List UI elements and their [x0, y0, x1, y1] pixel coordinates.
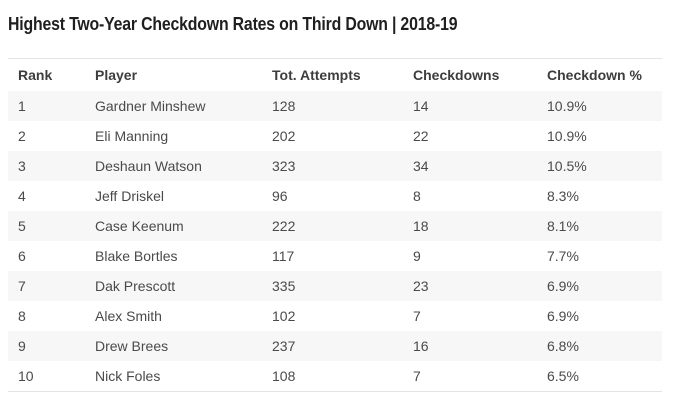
cell-checkdowns: 23 — [413, 278, 429, 294]
cell-player: Dak Prescott — [95, 278, 176, 294]
cell-checkdown-pct: 10.9% — [547, 128, 587, 144]
cell-rank: 8 — [18, 308, 26, 324]
cell-rank: 2 — [18, 128, 26, 144]
cell-tot-attempts: 323 — [272, 158, 296, 174]
checkdown-stats-table: Rank Player Tot. Attempts Checkdowns Checkdo… — [8, 58, 662, 392]
cell-checkdown-pct: 6.8% — [547, 338, 579, 354]
header-row: Rank Player Tot. Attempts Checkdowns Checkdo… — [8, 58, 662, 91]
table-row: 4 Jeff Driskel 96 8 8.3% — [8, 181, 662, 211]
header-cell-rank: Rank — [8, 58, 85, 91]
cell-checkdowns: 14 — [413, 98, 429, 114]
table-row: 5 Case Keenum 222 18 8.1% — [8, 211, 662, 241]
table-row: 3 Deshaun Watson 323 34 10.5% — [8, 151, 662, 181]
cell-checkdown-pct: 10.9% — [547, 98, 587, 114]
cell-tot-attempts: 335 — [272, 278, 296, 294]
cell-checkdowns: 7 — [413, 368, 421, 384]
cell-checkdown-pct: 6.9% — [547, 308, 579, 324]
content-container: Highest Two-Year Checkdown Rates on Thir… — [8, 14, 662, 392]
cell-player: Drew Brees — [95, 338, 169, 354]
cell-checkdowns: 9 — [413, 248, 421, 264]
cell-checkdowns: 22 — [413, 128, 429, 144]
cell-tot-attempts: 222 — [272, 218, 296, 234]
cell-tot-attempts: 202 — [272, 128, 296, 144]
cell-player: Nick Foles — [95, 368, 161, 384]
cell-rank: 1 — [18, 98, 26, 114]
table-row: 1 Gardner Minshew 128 14 10.9% — [8, 91, 662, 121]
cell-player: Blake Bortles — [95, 248, 178, 264]
table-row: 7 Dak Prescott 335 23 6.9% — [8, 271, 662, 301]
cell-rank: 5 — [18, 218, 26, 234]
table-row: 6 Blake Bortles 117 9 7.7% — [8, 241, 662, 271]
cell-player: Case Keenum — [95, 218, 184, 234]
header-cell-tot-attempts: Tot. Attempts — [262, 58, 403, 91]
cell-tot-attempts: 128 — [272, 98, 296, 114]
cell-checkdowns: 34 — [413, 158, 429, 174]
cell-checkdowns: 7 — [413, 308, 421, 324]
cell-checkdown-pct: 8.1% — [547, 218, 579, 234]
cell-rank: 9 — [18, 338, 26, 354]
cell-tot-attempts: 96 — [272, 188, 288, 204]
table-header: Rank Player Tot. Attempts Checkdowns Checkdo… — [8, 58, 662, 91]
cell-checkdowns: 18 — [413, 218, 429, 234]
cell-tot-attempts: 102 — [272, 308, 296, 324]
table-row: 2 Eli Manning 202 22 10.9% — [8, 121, 662, 151]
table-row: 9 Drew Brees 237 16 6.8% — [8, 331, 662, 361]
cell-rank: 6 — [18, 248, 26, 264]
table-body: 1 Gardner Minshew 128 14 10.9% 2 Eli Manning 20… — [8, 91, 662, 392]
cell-tot-attempts: 117 — [272, 248, 295, 264]
cell-rank: 4 — [18, 188, 26, 204]
cell-checkdown-pct: 8.3% — [547, 188, 579, 204]
cell-checkdown-pct: 6.9% — [547, 278, 579, 294]
table-row: 10 Nick Foles 108 7 6.5% — [8, 361, 662, 392]
header-cell-checkdowns: Checkdowns — [403, 58, 537, 91]
cell-player: Gardner Minshew — [95, 98, 206, 114]
cell-rank: 10 — [18, 368, 34, 384]
cell-tot-attempts: 108 — [272, 368, 296, 384]
cell-player: Jeff Driskel — [95, 188, 164, 204]
header-cell-checkdown-pct: Checkdown % — [537, 58, 662, 91]
cell-checkdown-pct: 10.5% — [547, 158, 587, 174]
cell-checkdowns: 16 — [413, 338, 429, 354]
cell-player: Deshaun Watson — [95, 158, 202, 174]
header-cell-player: Player — [85, 58, 262, 91]
cell-player: Alex Smith — [95, 308, 162, 324]
cell-rank: 7 — [18, 278, 26, 294]
cell-rank: 3 — [18, 158, 26, 174]
cell-checkdowns: 8 — [413, 188, 421, 204]
page-title: Highest Two-Year Checkdown Rates on Thir… — [8, 14, 458, 34]
cell-tot-attempts: 237 — [272, 338, 296, 354]
cell-player: Eli Manning — [95, 128, 169, 144]
cell-checkdown-pct: 7.7% — [547, 248, 579, 264]
table-row: 8 Alex Smith 102 7 6.9% — [8, 301, 662, 331]
cell-checkdown-pct: 6.5% — [547, 368, 579, 384]
